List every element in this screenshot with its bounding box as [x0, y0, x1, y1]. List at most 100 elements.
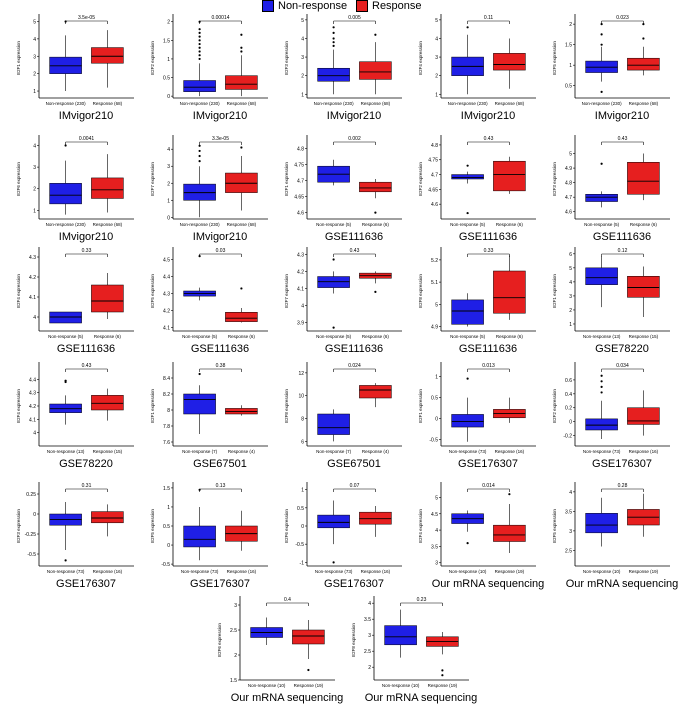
panel-15: 1 2 3 4 5 6 E2F1 expression 0.12 Non-response (1…: [552, 247, 670, 355]
box-non-response: [451, 377, 484, 442]
x-tick-label: Response (16): [361, 569, 391, 574]
y-tick-label: 8: [301, 417, 304, 423]
y-tick-label: 4.5: [163, 258, 170, 264]
outlier-point: [198, 31, 201, 34]
y-tick-label: 2.5: [364, 649, 371, 655]
panel-7: 0 1 2 3 4 E2F7 expression 3.3e-05 Non-response …: [150, 135, 268, 243]
iqr-box: [91, 395, 124, 411]
iqr-box: [493, 53, 526, 71]
y-tick-label: 0: [569, 420, 572, 426]
x-tick-label: Non-response (10): [449, 569, 487, 574]
panel-6: 1 2 3 4 E2F6 expression 0.0041 Non-response (2…: [16, 135, 134, 243]
x-tick-label: Response (6): [362, 222, 390, 227]
panel-title: GSE111636: [593, 231, 651, 243]
x-tick-label: Response (16): [93, 569, 123, 574]
outlier-point: [307, 668, 310, 672]
outlier-point: [198, 372, 201, 376]
x-tick-label: Non-response (5): [450, 222, 486, 227]
y-tick-label: 3: [234, 603, 237, 609]
y-tick-label: 4: [569, 490, 572, 496]
box-non-response: [451, 164, 484, 215]
x-tick-label: Non-response (5): [450, 334, 486, 339]
x-tick-label: Non-response (230): [314, 101, 355, 106]
p-value-label: 0.002: [348, 136, 361, 142]
outlier-point: [466, 164, 469, 167]
p-value-label: 0.33: [82, 248, 92, 254]
x-tick-label: Response (6): [496, 334, 524, 339]
y-tick-label: 0.5: [163, 76, 170, 82]
x-tick-label: Response (4): [228, 449, 256, 454]
y-tick-label: 1.5: [230, 678, 237, 684]
p-value-label: 0.014: [482, 483, 495, 489]
iqr-box: [91, 511, 124, 524]
p-value-label: 0.07: [350, 483, 360, 489]
box-non-response: [317, 258, 350, 329]
box-non-response: [317, 500, 350, 564]
x-tick-label: Response (6): [228, 334, 256, 339]
iqr-box: [292, 629, 325, 645]
y-tick-label: 2: [435, 74, 438, 80]
x-tick-label: Non-response (13): [583, 334, 621, 339]
y-tick-label: 0: [33, 512, 36, 518]
y-tick-label: 4.1: [163, 326, 170, 332]
y-tick-label: 5: [435, 302, 438, 308]
p-value-label: 0.0041: [79, 136, 95, 142]
legend-label-non-response: Non-response: [278, 0, 348, 12]
y-tick-label: 0.2: [565, 406, 572, 412]
x-tick-label: Response (6): [630, 222, 658, 227]
x-tick-label: Response (19): [428, 683, 458, 688]
y-axis-label: E2F5 expression: [552, 41, 557, 75]
y-tick-label: 3: [301, 55, 304, 61]
x-tick-label: Non-response (13): [47, 449, 85, 454]
panel-title: IMvigor210: [59, 110, 113, 122]
panel-title: GSE176307: [458, 458, 518, 470]
outlier-point: [198, 144, 201, 147]
y-tick-label: 0: [167, 94, 170, 100]
y-tick-label: 4: [301, 303, 304, 309]
box-response: [359, 179, 392, 214]
iqr-box: [49, 183, 82, 205]
panel-title: IMvigor210: [59, 231, 113, 243]
box-response: [91, 504, 124, 537]
y-tick-label: 0.25: [26, 492, 36, 498]
outlier-point: [374, 290, 377, 293]
outlier-point: [198, 42, 201, 46]
x-tick-label: Non-response (73): [449, 449, 487, 454]
outlier-point: [466, 211, 469, 215]
outlier-point: [198, 488, 201, 491]
y-axis-label: E2F8 expression: [284, 389, 289, 423]
iqr-box: [225, 75, 258, 90]
outlier-point: [600, 385, 603, 388]
y-tick-label: 4.7: [565, 195, 572, 201]
y-tick-label: 2.5: [230, 628, 237, 634]
x-tick-label: Non-response (5): [316, 222, 352, 227]
y-tick-label: 5: [569, 266, 572, 272]
box-non-response: [183, 488, 216, 561]
outlier-point: [466, 377, 469, 380]
panel-title: IMvigor210: [595, 110, 649, 122]
p-value-label: 0.43: [618, 136, 628, 142]
iqr-box: [225, 312, 258, 322]
y-tick-label: 1: [301, 92, 304, 98]
y-axis-label: E2F1 expression: [552, 274, 557, 308]
iqr-box: [91, 47, 124, 64]
p-value-label: 0.12: [618, 248, 628, 254]
outlier-point: [332, 26, 335, 29]
y-tick-label: 4.9: [431, 325, 438, 331]
y-tick-label: 3: [167, 164, 170, 170]
x-tick-label: Response (16): [495, 449, 525, 454]
y-tick-label: 6: [569, 252, 572, 258]
y-tick-label: 3: [569, 294, 572, 300]
y-tick-label: 5.2: [431, 258, 438, 264]
outlier-point: [466, 26, 469, 29]
y-tick-label: 4: [301, 36, 304, 42]
box-response: [91, 154, 124, 213]
y-tick-label: 1: [167, 505, 170, 511]
legend-swatch-response: [356, 0, 368, 12]
box-response: [493, 493, 526, 553]
y-tick-label: 4.8: [297, 147, 304, 153]
y-tick-label: 0.5: [565, 84, 572, 90]
box-response: [493, 255, 526, 320]
box-non-response: [451, 293, 484, 327]
box-non-response: [451, 510, 484, 545]
